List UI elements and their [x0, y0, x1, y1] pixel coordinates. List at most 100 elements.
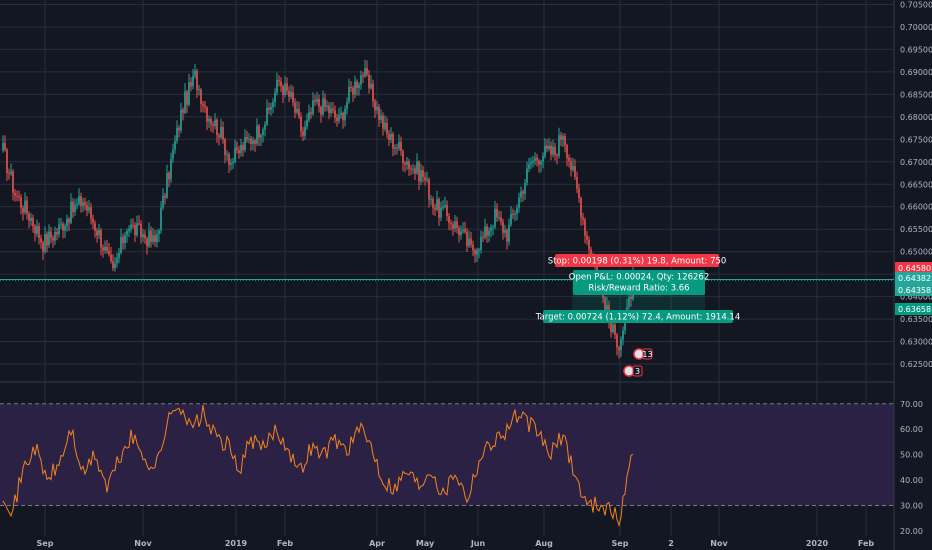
time-tick-label: Nov [134, 539, 152, 548]
candle-body [252, 140, 254, 144]
candle-body [84, 202, 86, 206]
position-annotations[interactable]: Stop: 0.00198 (0.31%) 19.8, Amount: 750 O… [535, 254, 741, 323]
candle-body [90, 207, 92, 219]
candle-body [218, 135, 220, 138]
candle-body [532, 160, 534, 163]
candle-body [476, 250, 478, 255]
candle-body [578, 188, 580, 198]
price-tick-label: 0.62500 [900, 360, 932, 369]
candle-body [228, 154, 230, 165]
candle-body [430, 198, 432, 200]
candle-body [570, 161, 572, 171]
candle-body [462, 229, 464, 232]
candle-body [206, 107, 208, 122]
candle-body [376, 106, 378, 111]
oscillator-tick-label: 30.00 [900, 501, 923, 510]
candle-body [264, 124, 266, 130]
target-label[interactable]: Target: 0.00724 (1.12%) 72.4, Amount: 19… [535, 310, 741, 323]
candle-body [518, 197, 520, 208]
candle-body [486, 226, 488, 236]
candle-body [424, 177, 426, 181]
candle-body [584, 219, 586, 236]
candle-body [136, 223, 138, 236]
candle-body [514, 213, 516, 215]
time-tick-label: Jun [470, 539, 486, 548]
candle-body [350, 86, 352, 88]
oscillator-line [2, 405, 634, 528]
candle-body [262, 129, 264, 135]
candle-body [338, 115, 340, 122]
candle-body [130, 224, 132, 229]
candle-body [248, 138, 250, 140]
candle-body [170, 158, 172, 180]
candle-body [444, 205, 446, 208]
event-marker[interactable]: 3 [623, 365, 643, 377]
candle-body [234, 147, 236, 162]
candle-body [474, 250, 476, 255]
candle-body [224, 139, 226, 155]
candle-body [256, 125, 258, 144]
candle-body [240, 145, 242, 154]
candle-body [404, 163, 406, 165]
candle-body [482, 236, 484, 238]
oscillator-tick-label: 50.00 [900, 451, 923, 460]
candle-body [16, 195, 18, 197]
candle-body [510, 213, 512, 225]
candle-body [48, 231, 50, 246]
time-tick-label: 2020 [806, 539, 829, 548]
candle-body [60, 223, 62, 225]
time-tick-label: Feb [858, 539, 875, 548]
candle-body [198, 89, 200, 91]
candle-body [278, 80, 280, 82]
candle-body [310, 112, 312, 114]
candle-body [588, 239, 590, 250]
candle-body [478, 249, 480, 251]
candle-body [508, 224, 510, 242]
candle-body [558, 135, 560, 156]
candle-body [102, 247, 104, 251]
candle-body [442, 207, 444, 209]
candle-body [552, 146, 554, 155]
candle-body [630, 297, 632, 300]
candle-body [568, 157, 570, 162]
candle-body [294, 102, 296, 113]
candle-body [580, 197, 582, 218]
price-tick-label: 0.67000 [900, 158, 932, 167]
candle-body [370, 83, 372, 89]
candle-body [408, 161, 410, 169]
stop-label-text: Stop: 0.00198 (0.31%) 19.8, Amount: 750 [548, 257, 727, 267]
candle-body [406, 161, 408, 165]
candle-body [232, 161, 234, 164]
candle-body [620, 339, 622, 351]
candle-body [40, 238, 42, 243]
candle-body [142, 234, 144, 238]
candle-body [616, 334, 618, 348]
oscillator-band-fill [0, 403, 894, 506]
event-markers[interactable]: 133 [623, 348, 653, 377]
candle-body [382, 115, 384, 129]
candle-body [378, 106, 380, 120]
candle-body [320, 106, 322, 115]
candle-body [214, 119, 216, 127]
candle-body [26, 200, 28, 214]
candle-body [20, 197, 22, 208]
candle-body [340, 112, 342, 116]
candle-body [504, 230, 506, 233]
time-tick-label: Feb [277, 539, 294, 548]
price-badge-text: 0.64358 [898, 286, 931, 295]
candle-body [454, 221, 456, 229]
candle-body [526, 168, 528, 183]
stop-label[interactable]: Stop: 0.00198 (0.31%) 19.8, Amount: 750 [548, 254, 727, 267]
candle-body [324, 98, 326, 108]
event-marker[interactable]: 13 [633, 348, 653, 360]
candle-body [10, 171, 12, 174]
candle-body [484, 226, 486, 238]
candle-body [290, 92, 292, 97]
candle-body [530, 162, 532, 165]
candle-body [36, 226, 38, 234]
pl-label[interactable]: Open P&L: 0.00024, Qty: 126262Risk/Rewar… [569, 270, 709, 295]
candle-body [226, 154, 228, 156]
price-badge-text: 0.63658 [898, 305, 931, 314]
price-tick-label: 0.67500 [900, 135, 932, 144]
